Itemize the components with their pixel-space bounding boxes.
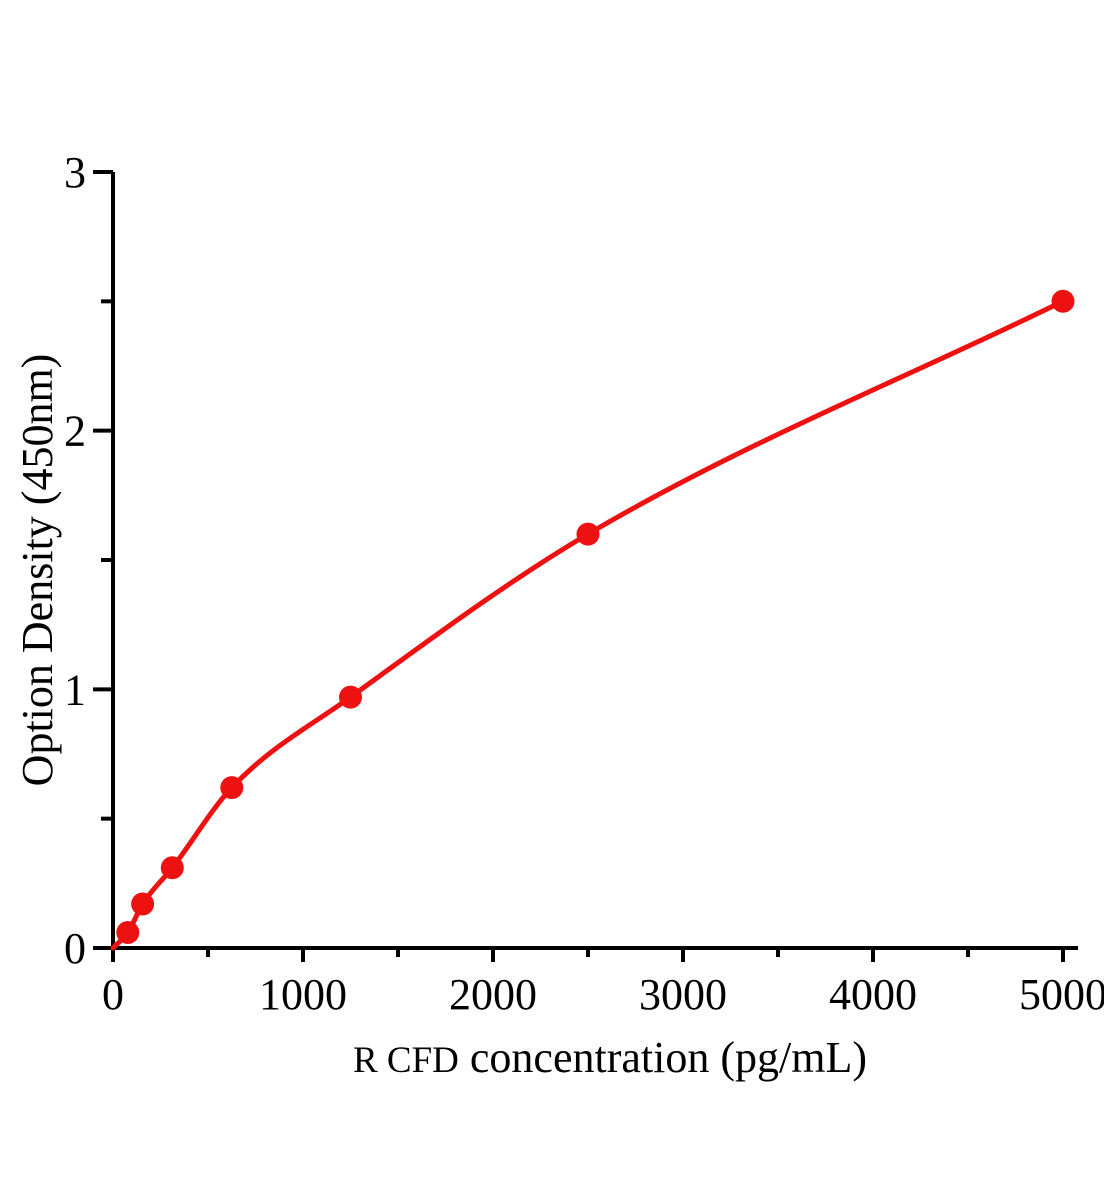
data-point — [220, 776, 244, 800]
data-point — [116, 921, 140, 944]
x-axis-title-rest: concentration (pg/mL) — [459, 1033, 867, 1082]
data-point — [1051, 289, 1075, 313]
y-tick-label: 0 — [64, 924, 86, 973]
data-point — [576, 522, 600, 546]
x-tick-label: 5000 — [1019, 970, 1104, 1019]
axis-ticks — [93, 170, 1065, 962]
data-point — [131, 892, 155, 916]
x-axis-title: R CFD concentration (pg/mL) — [353, 1033, 867, 1082]
y-axis-title: Option Density (450nm) — [13, 354, 62, 787]
standard-curve-line — [110, 298, 1066, 951]
x-tick-label: 0 — [102, 970, 124, 1019]
x-tick-label: 1000 — [259, 970, 347, 1019]
tick-labels: 0 1 2 3 0 1000 2000 3000 4000 5000 — [64, 148, 1104, 1019]
y-tick-label: 2 — [64, 407, 86, 456]
y-tick-label: 1 — [64, 665, 86, 714]
data-point-markers — [116, 289, 1075, 944]
x-tick-label: 4000 — [829, 970, 917, 1019]
x-tick-label: 3000 — [639, 970, 727, 1019]
data-point — [339, 685, 362, 709]
x-axis-title-abbr: R CFD — [353, 1040, 459, 1081]
x-tick-label: 2000 — [449, 970, 537, 1019]
y-tick-label: 3 — [64, 148, 86, 197]
axes — [111, 172, 1078, 950]
data-point — [160, 856, 184, 880]
